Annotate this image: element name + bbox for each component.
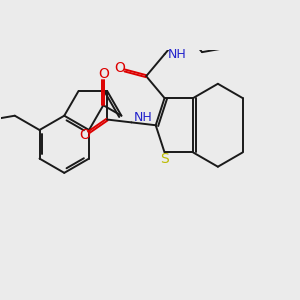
Text: NH: NH (168, 48, 187, 61)
Text: O: O (79, 128, 90, 142)
Text: NH: NH (134, 111, 152, 124)
Text: S: S (160, 152, 169, 166)
Text: O: O (114, 61, 125, 75)
Text: O: O (98, 68, 109, 81)
